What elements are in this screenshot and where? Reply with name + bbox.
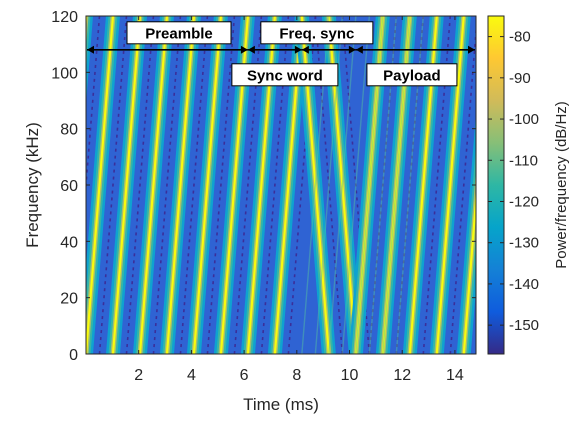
colorbar-tick-label: -130 — [509, 235, 539, 252]
arrow-head — [301, 45, 309, 54]
x-tick-label: 10 — [341, 367, 359, 384]
y-tick-label: 20 — [60, 291, 78, 308]
upchirp-stripe — [111, 16, 142, 354]
y-tick-label: 60 — [60, 178, 78, 195]
arrow-head — [355, 45, 363, 54]
upchirp-stripe — [165, 16, 196, 354]
x-tick-label: 2 — [134, 367, 143, 384]
upchirp-stripe — [435, 16, 465, 354]
label-freq-sync: Freq. sync — [279, 25, 354, 42]
x-tick-label: 14 — [446, 367, 464, 384]
label-box-sync-word — [231, 63, 339, 87]
upchirp-stripe — [138, 16, 169, 354]
null-trough — [125, 16, 155, 354]
arrow-head — [348, 45, 356, 54]
arrow-head — [87, 45, 94, 54]
colorbar-gradient — [487, 15, 505, 355]
y-axis-label: Frequency (kHz) — [23, 122, 42, 248]
y-tick-label: 0 — [69, 347, 78, 364]
colorbar-tick-label: -90 — [509, 70, 531, 87]
x-tick-label: 8 — [292, 367, 301, 384]
null-trough — [504, 16, 531, 354]
label-box-preamble — [126, 21, 232, 45]
colorbar-label: Power/frequency (dB/Hz) — [553, 101, 570, 269]
x-tick-label: 6 — [240, 367, 249, 384]
upchirp-stripe — [86, 16, 115, 354]
arrow-head — [468, 45, 475, 54]
cross-term — [341, 16, 371, 354]
colorbar-tick-label: -80 — [509, 29, 531, 46]
colorbar-tick-label: -140 — [509, 276, 539, 293]
null-trough — [206, 16, 236, 354]
colorbar-tick-label: -150 — [509, 317, 539, 334]
arrow-head — [240, 45, 248, 54]
y-tick-label: 80 — [60, 122, 78, 139]
arrow-head — [247, 45, 255, 54]
x-tick-label: 4 — [187, 367, 196, 384]
null-trough — [98, 16, 128, 354]
null-trough — [152, 16, 182, 354]
label-sync-word: Sync word — [247, 67, 323, 84]
upchirp-stripe — [192, 16, 223, 354]
x-axis-label: Time (ms) — [243, 395, 319, 414]
label-box-payload — [366, 63, 458, 87]
cross-term — [328, 16, 357, 354]
label-payload: Payload — [383, 67, 441, 84]
upchirp-stripe — [462, 187, 476, 354]
null-trough — [179, 16, 209, 354]
colorbar: -80 -90 -100 -110 -120 -130 -140 -150 Power/fre… — [487, 15, 570, 355]
y-axis: 0 20 40 60 80 100 120 — [51, 9, 476, 364]
colorbar-tick-label: -110 — [509, 152, 538, 169]
y-tick-label: 120 — [51, 9, 78, 26]
colorbar-ticks: -80 -90 -100 -110 -120 -130 -140 -150 — [488, 29, 539, 334]
label-box-freq-sync — [260, 21, 374, 45]
null-trough — [86, 16, 101, 196]
arrow-head — [294, 45, 302, 54]
y-tick-label: 100 — [51, 65, 78, 82]
annotation-layer: Preamble Freq. sync Sync word Payload — [87, 21, 475, 87]
colorbar-tick-label: -100 — [509, 111, 539, 128]
x-axis: 2 4 6 8 10 12 14 — [134, 16, 464, 384]
label-preamble: Preamble — [145, 25, 213, 42]
colorbar-tick-label: -120 — [509, 193, 539, 210]
x-tick-label: 12 — [393, 367, 411, 384]
y-tick-label: 40 — [60, 234, 78, 251]
